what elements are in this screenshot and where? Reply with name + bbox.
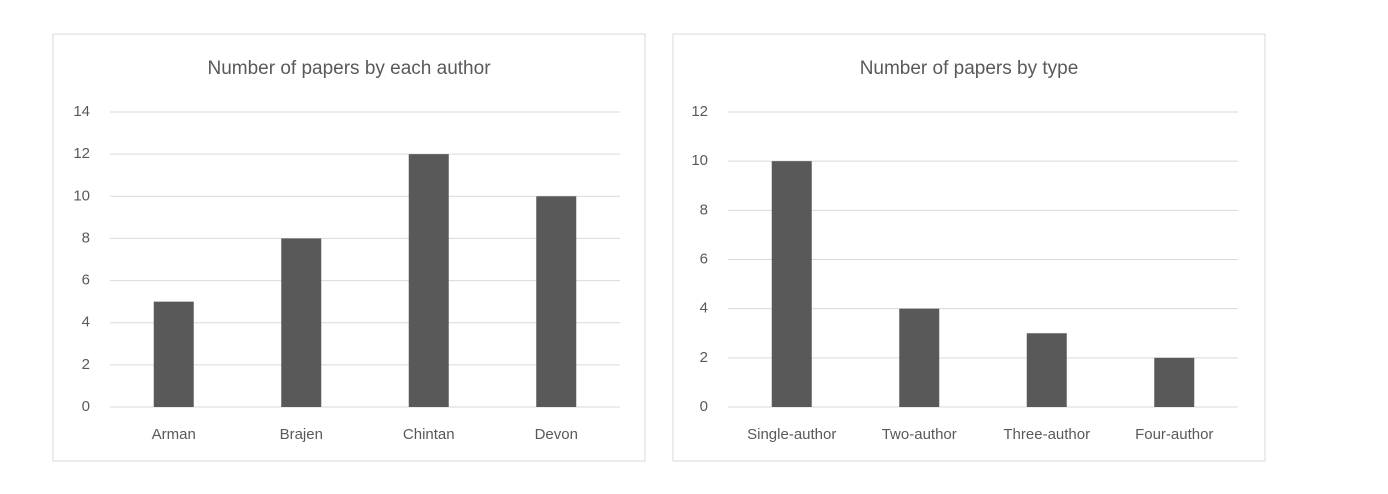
- x-tick-label: Four-author: [1135, 426, 1213, 443]
- x-tick-label: Two-author: [882, 426, 957, 443]
- y-tick-label: 4: [700, 300, 708, 317]
- x-tick-label: Arman: [152, 426, 196, 443]
- y-tick-label: 12: [691, 103, 708, 120]
- y-tick-label: 0: [700, 398, 708, 415]
- x-tick-label: Single-author: [747, 426, 836, 443]
- chart-title: Number of papers by type: [860, 58, 1079, 79]
- x-tick-label: Three-author: [1003, 426, 1090, 443]
- y-tick-label: 10: [691, 152, 708, 169]
- x-tick-label: Brajen: [280, 426, 323, 443]
- y-tick-label: 6: [700, 250, 708, 267]
- bar: [899, 308, 940, 407]
- bar: [771, 161, 812, 407]
- bar: [153, 301, 194, 407]
- bar: [1026, 333, 1067, 407]
- y-tick-label: 8: [700, 201, 708, 218]
- chart-title: Number of papers by each author: [207, 58, 491, 79]
- y-tick-label: 14: [73, 103, 90, 120]
- y-tick-label: 2: [700, 349, 708, 366]
- y-tick-label: 8: [82, 229, 90, 246]
- x-tick-label: Chintan: [403, 426, 455, 443]
- bar: [1154, 357, 1195, 407]
- bar: [536, 196, 577, 407]
- y-tick-label: 6: [82, 272, 90, 289]
- y-tick-label: 4: [82, 314, 90, 331]
- bar: [408, 154, 449, 407]
- y-tick-label: 0: [82, 398, 90, 415]
- y-tick-label: 10: [73, 187, 90, 204]
- x-tick-label: Devon: [535, 426, 578, 443]
- y-tick-label: 2: [82, 356, 90, 373]
- y-tick-label: 12: [73, 145, 90, 162]
- bar: [281, 238, 322, 407]
